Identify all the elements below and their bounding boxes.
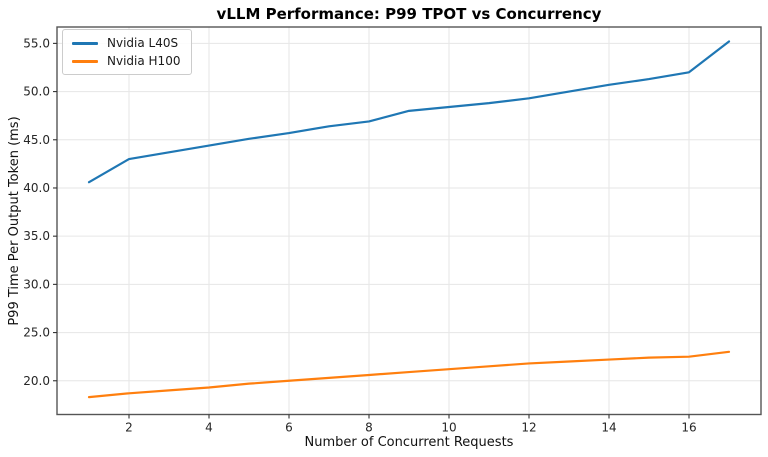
- x-axis-label: Number of Concurrent Requests: [305, 435, 514, 450]
- y-tick-label: 40.0: [23, 181, 50, 195]
- series-line-nvidia-l40s: [87, 40, 731, 184]
- legend-swatch-icon: [72, 59, 98, 63]
- series-layer: [87, 40, 731, 399]
- x-tick-label: 6: [285, 421, 293, 435]
- y-axis-label: P99 Time Per Output Token (ms): [7, 116, 22, 325]
- chart-title: vLLM Performance: P99 TPOT vs Concurrenc…: [217, 5, 602, 23]
- legend-label: Nvidia L40S: [107, 36, 179, 50]
- y-tick-label: 20.0: [23, 374, 50, 388]
- y-tick-label: 30.0: [23, 277, 50, 291]
- x-tick-label: 10: [441, 421, 456, 435]
- y-tick-label: 55.0: [23, 36, 50, 50]
- grid-layer: [57, 27, 761, 415]
- series-line-nvidia-h100: [87, 350, 731, 399]
- tick-layer: 2 4 6 8 10 12 14 16 20.0 25.0 30.0 35.0 40.0 45.0 50.0…: [23, 36, 696, 434]
- x-tick-label: 8: [365, 421, 373, 435]
- legend-item: Nvidia H100: [72, 53, 180, 69]
- legend-swatch-icon: [72, 41, 98, 45]
- plot-frame: [56, 26, 762, 416]
- y-tick-label: 50.0: [23, 85, 50, 99]
- x-tick-label: 4: [205, 421, 213, 435]
- legend: Nvidia L40S Nvidia H100: [62, 29, 193, 75]
- x-tick-label: 14: [601, 421, 616, 435]
- y-tick-label: 25.0: [23, 326, 50, 340]
- legend-label: Nvidia H100: [107, 54, 181, 68]
- y-tick-label: 45.0: [23, 133, 50, 147]
- legend-item: Nvidia L40S: [72, 35, 180, 51]
- y-tick-label: 35.0: [23, 229, 50, 243]
- x-tick-label: 12: [521, 421, 536, 435]
- x-tick-label: 2: [125, 421, 133, 435]
- x-tick-label: 16: [681, 421, 696, 435]
